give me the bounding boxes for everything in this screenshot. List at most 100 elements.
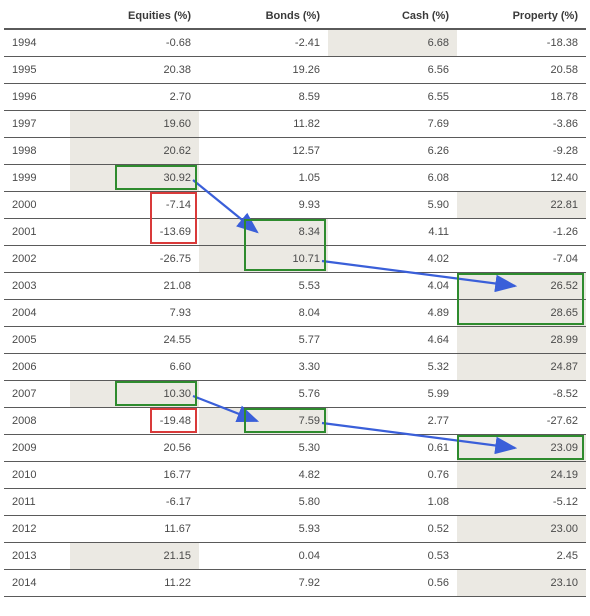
year-cell: 1995 (4, 57, 70, 84)
table-row: 200524.555.774.6428.99 (4, 327, 586, 354)
value-cell: 5.99 (328, 381, 457, 408)
value-cell: 24.87 (457, 354, 586, 381)
year-cell: 1996 (4, 84, 70, 111)
value-cell: 7.69 (328, 111, 457, 138)
value-cell: 2.45 (457, 543, 586, 570)
year-cell: 2010 (4, 462, 70, 489)
value-cell: 16.77 (70, 462, 199, 489)
table-header-row: Equities (%)Bonds (%)Cash (%)Property (%… (4, 4, 586, 29)
value-cell: 5.90 (328, 192, 457, 219)
table-row: 201211.675.930.5223.00 (4, 516, 586, 543)
value-cell: 6.08 (328, 165, 457, 192)
value-cell: 7.59 (199, 408, 328, 435)
value-cell: -6.17 (70, 489, 199, 516)
value-cell: 20.62 (70, 138, 199, 165)
year-cell: 2002 (4, 246, 70, 273)
value-cell: -18.38 (457, 29, 586, 57)
value-cell: 5.53 (199, 273, 328, 300)
value-cell: 0.56 (328, 570, 457, 597)
table-row: 2001-13.698.344.11-1.26 (4, 219, 586, 246)
value-cell: 8.59 (199, 84, 328, 111)
table-row: 201016.774.820.7624.19 (4, 462, 586, 489)
value-cell: 5.80 (199, 489, 328, 516)
col-header: Equities (%) (70, 4, 199, 29)
value-cell: -7.04 (457, 246, 586, 273)
value-cell: -19.48 (70, 408, 199, 435)
value-cell: 24.19 (457, 462, 586, 489)
value-cell: 3.30 (199, 354, 328, 381)
value-cell: 19.60 (70, 111, 199, 138)
value-cell: 4.02 (328, 246, 457, 273)
value-cell: -1.26 (457, 219, 586, 246)
table-row: 199719.6011.827.69-3.86 (4, 111, 586, 138)
value-cell: 0.61 (328, 435, 457, 462)
value-cell: 2.70 (70, 84, 199, 111)
year-cell: 2006 (4, 354, 70, 381)
value-cell: 23.09 (457, 435, 586, 462)
value-cell: 7.92 (199, 570, 328, 597)
value-cell: -9.28 (457, 138, 586, 165)
value-cell: 28.99 (457, 327, 586, 354)
value-cell: 9.93 (199, 192, 328, 219)
value-cell: 2.77 (328, 408, 457, 435)
value-cell: 6.68 (328, 29, 457, 57)
value-cell: 5.32 (328, 354, 457, 381)
table-row: 2011-6.175.801.08-5.12 (4, 489, 586, 516)
year-header (4, 4, 70, 29)
table-row: 199930.921.056.0812.40 (4, 165, 586, 192)
value-cell: 11.67 (70, 516, 199, 543)
value-cell: 1.05 (199, 165, 328, 192)
value-cell: 20.58 (457, 57, 586, 84)
value-cell: 4.82 (199, 462, 328, 489)
value-cell: 8.34 (199, 219, 328, 246)
value-cell: -3.86 (457, 111, 586, 138)
value-cell: 7.93 (70, 300, 199, 327)
year-cell: 2003 (4, 273, 70, 300)
value-cell: 24.55 (70, 327, 199, 354)
value-cell: -0.68 (70, 29, 199, 57)
value-cell: 4.11 (328, 219, 457, 246)
value-cell: 6.55 (328, 84, 457, 111)
value-cell: -5.12 (457, 489, 586, 516)
value-cell: 12.57 (199, 138, 328, 165)
value-cell: 23.00 (457, 516, 586, 543)
year-cell: 2011 (4, 489, 70, 516)
table-row: 20047.938.044.8928.65 (4, 300, 586, 327)
year-cell: 2008 (4, 408, 70, 435)
table-row: 1994-0.68-2.416.68-18.38 (4, 29, 586, 57)
table-row: 199820.6212.576.26-9.28 (4, 138, 586, 165)
table-row: 200920.565.300.6123.09 (4, 435, 586, 462)
value-cell: -13.69 (70, 219, 199, 246)
value-cell: -27.62 (457, 408, 586, 435)
value-cell: 19.26 (199, 57, 328, 84)
value-cell: 30.92 (70, 165, 199, 192)
table-row: 201321.150.040.532.45 (4, 543, 586, 570)
value-cell: 0.04 (199, 543, 328, 570)
value-cell: 12.40 (457, 165, 586, 192)
value-cell: 23.10 (457, 570, 586, 597)
year-cell: 2004 (4, 300, 70, 327)
value-cell: 4.64 (328, 327, 457, 354)
value-cell: 18.78 (457, 84, 586, 111)
table-row: 199520.3819.266.5620.58 (4, 57, 586, 84)
value-cell: 4.04 (328, 273, 457, 300)
value-cell: 10.30 (70, 381, 199, 408)
value-cell: 6.60 (70, 354, 199, 381)
value-cell: 11.22 (70, 570, 199, 597)
value-cell: 20.56 (70, 435, 199, 462)
year-cell: 2007 (4, 381, 70, 408)
value-cell: 5.77 (199, 327, 328, 354)
value-cell: -7.14 (70, 192, 199, 219)
value-cell: 5.76 (199, 381, 328, 408)
value-cell: 20.38 (70, 57, 199, 84)
year-cell: 2000 (4, 192, 70, 219)
value-cell: 4.89 (328, 300, 457, 327)
year-cell: 1999 (4, 165, 70, 192)
value-cell: 6.56 (328, 57, 457, 84)
year-cell: 2014 (4, 570, 70, 597)
table-row: 19962.708.596.5518.78 (4, 84, 586, 111)
value-cell: 22.81 (457, 192, 586, 219)
table-row: 20066.603.305.3224.87 (4, 354, 586, 381)
value-cell: 26.52 (457, 273, 586, 300)
value-cell: 5.30 (199, 435, 328, 462)
